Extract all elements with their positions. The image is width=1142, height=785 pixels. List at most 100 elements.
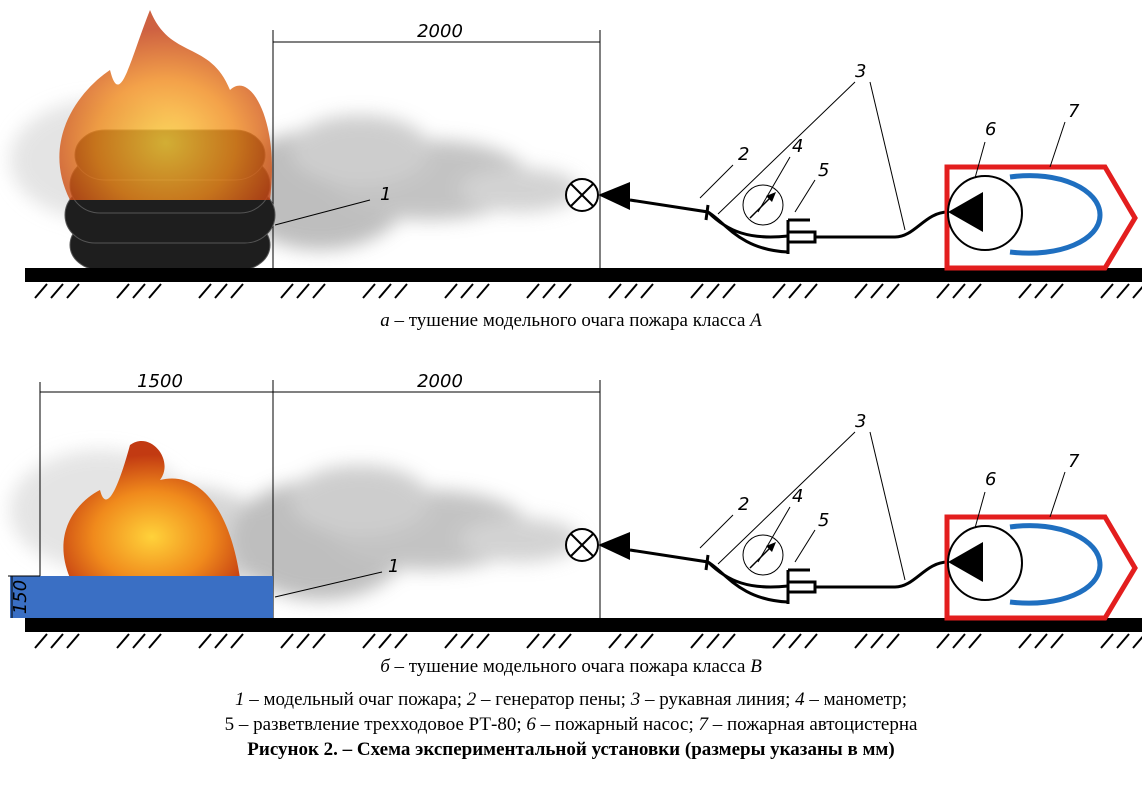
line (1101, 284, 1113, 298)
figure: 20001234567200015001501234567 а – тушени… (0, 0, 1142, 785)
smoke (460, 518, 580, 562)
caption-letter: б (380, 656, 390, 677)
tank (1010, 176, 1100, 254)
line (133, 284, 145, 298)
line (706, 555, 708, 570)
line (609, 634, 621, 648)
nozzle (598, 182, 630, 210)
line (313, 284, 325, 298)
line (1117, 284, 1129, 298)
line (527, 634, 539, 648)
line (1035, 284, 1047, 298)
label: 6 (985, 119, 996, 140)
caption-b: б – тушение модельного очага пожара клас… (0, 656, 1142, 678)
line (231, 634, 243, 648)
legend-text: – пожарный насос; (541, 714, 694, 735)
line (1051, 634, 1063, 648)
line (723, 284, 735, 298)
line (35, 634, 47, 648)
line (1133, 284, 1142, 298)
label: 5 (818, 510, 829, 531)
smoke (290, 465, 430, 535)
legend-line: 1 – модельный очаг пожара; 2 – генератор… (0, 689, 1142, 711)
line (855, 634, 867, 648)
legend-text: – генератор пены; (481, 689, 626, 710)
line (149, 634, 161, 648)
legend-text: – разветвление трехходовое РТ-80; (239, 714, 522, 735)
label: 7 (1068, 451, 1080, 472)
label: 5 (818, 160, 829, 181)
line (870, 82, 905, 230)
line (870, 432, 905, 580)
line (379, 284, 391, 298)
figure-title: Рисунок 2. – Схема экспериментальной уст… (0, 739, 1142, 761)
line (937, 634, 949, 648)
line (625, 634, 637, 648)
line (625, 284, 637, 298)
line (297, 284, 309, 298)
line (67, 634, 79, 648)
line (379, 634, 391, 648)
line (871, 634, 883, 648)
legend-number: 3 (631, 689, 641, 710)
line (1035, 634, 1047, 648)
smoke (460, 168, 580, 212)
label: 4 (792, 136, 803, 157)
line (953, 634, 965, 648)
line (1117, 634, 1129, 648)
label: 2 (738, 144, 749, 165)
line (805, 284, 817, 298)
dimension-label: 2000 (417, 21, 463, 42)
line (51, 634, 63, 648)
splitter (788, 570, 815, 604)
caption-letter: а (380, 310, 390, 331)
line (789, 634, 801, 648)
line (313, 634, 325, 648)
line (1050, 122, 1065, 167)
line (1019, 634, 1031, 648)
line (795, 180, 815, 212)
legend-number: 4 (795, 689, 805, 710)
line (51, 284, 63, 298)
label: 7 (1068, 101, 1080, 122)
caption-a: а – тушение модельного очага пожара клас… (0, 310, 1142, 332)
line (871, 284, 883, 298)
label: 3 (855, 411, 866, 432)
line (1050, 472, 1065, 517)
flame (59, 10, 272, 200)
line (543, 634, 555, 648)
line (215, 284, 227, 298)
dimension-label: 150 (10, 580, 31, 614)
line (789, 284, 801, 298)
line (887, 634, 899, 648)
line (691, 634, 703, 648)
legend-text: – пожарная автоцистерна (713, 714, 918, 735)
legend-number: 1 (235, 689, 245, 710)
line (527, 284, 539, 298)
caption-text: – тушение модельного очага пожара класса (395, 656, 746, 677)
line (297, 634, 309, 648)
legend-text: – модельный очаг пожара; (249, 689, 462, 710)
legend-text: – манометр; (809, 689, 907, 710)
line (975, 142, 985, 178)
line (35, 284, 47, 298)
line (199, 284, 211, 298)
line (773, 284, 785, 298)
line (461, 634, 473, 648)
line (281, 284, 293, 298)
line (609, 284, 621, 298)
line (149, 284, 161, 298)
line (773, 634, 785, 648)
line (117, 634, 129, 648)
label: 4 (792, 486, 803, 507)
legend-number: 2 (467, 689, 477, 710)
line (477, 634, 489, 648)
line (641, 284, 653, 298)
line (477, 284, 489, 298)
line (543, 284, 555, 298)
legend-number: 7 (698, 714, 708, 735)
line (953, 284, 965, 298)
line (1101, 634, 1113, 648)
legend-number: 5 (225, 714, 235, 735)
line (707, 284, 719, 298)
